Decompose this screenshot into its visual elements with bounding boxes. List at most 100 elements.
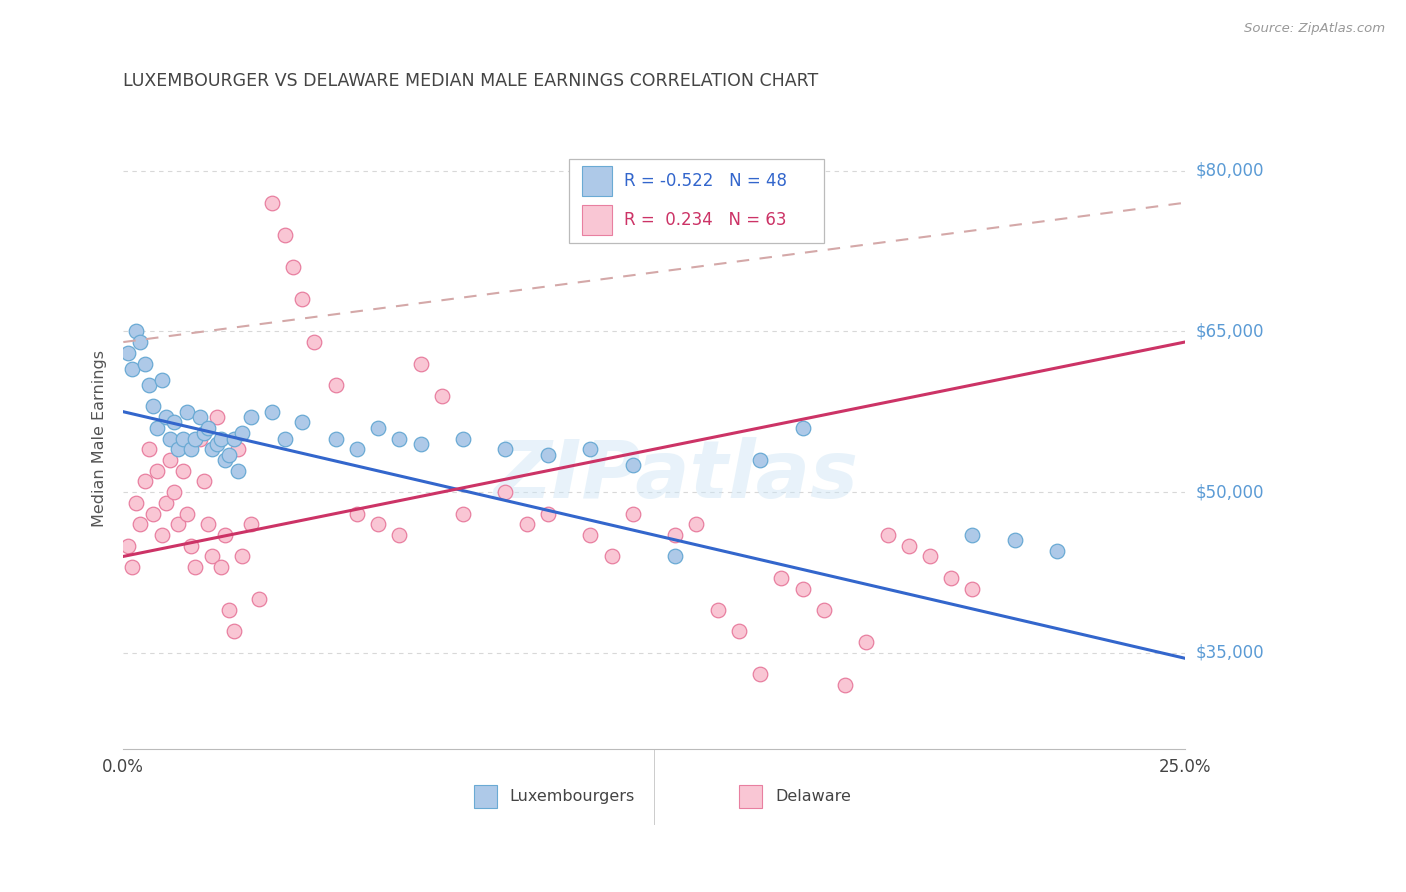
Point — [579, 528, 602, 542]
FancyBboxPatch shape — [740, 785, 762, 808]
Point — [231, 549, 253, 564]
Text: R = -0.522   N = 48: R = -0.522 N = 48 — [624, 172, 787, 190]
Point — [451, 507, 474, 521]
Point — [239, 517, 262, 532]
Point — [346, 507, 368, 521]
Point — [813, 603, 835, 617]
Text: $65,000: $65,000 — [1197, 322, 1264, 341]
Text: Luxembourgers: Luxembourgers — [509, 789, 636, 804]
Point — [163, 485, 186, 500]
Point — [201, 442, 224, 457]
Point — [226, 464, 249, 478]
Point — [855, 635, 877, 649]
Point — [159, 453, 181, 467]
Point — [172, 464, 194, 478]
Point — [150, 373, 173, 387]
Point — [621, 507, 644, 521]
Point — [537, 507, 560, 521]
Point — [516, 517, 538, 532]
Point — [197, 421, 219, 435]
Point — [409, 437, 432, 451]
Text: LUXEMBOURGER VS DELAWARE MEDIAN MALE EARNINGS CORRELATION CHART: LUXEMBOURGER VS DELAWARE MEDIAN MALE EAR… — [124, 72, 818, 90]
Point — [962, 528, 984, 542]
Point — [749, 667, 772, 681]
Point — [537, 448, 560, 462]
FancyBboxPatch shape — [582, 205, 612, 235]
Point — [121, 560, 143, 574]
Point — [388, 528, 411, 542]
Point — [494, 442, 516, 457]
Point — [239, 410, 262, 425]
Text: $35,000: $35,000 — [1197, 644, 1264, 662]
Point — [180, 539, 202, 553]
Point — [184, 560, 207, 574]
Point — [621, 458, 644, 473]
Point — [188, 410, 211, 425]
Point — [134, 475, 156, 489]
Point — [834, 678, 856, 692]
Text: $80,000: $80,000 — [1197, 161, 1264, 179]
Point — [728, 624, 751, 639]
Point — [125, 324, 148, 338]
Point — [579, 442, 602, 457]
Point — [209, 432, 232, 446]
Point — [167, 517, 190, 532]
Point — [121, 362, 143, 376]
Point — [226, 442, 249, 457]
Point — [218, 603, 240, 617]
Point — [941, 571, 963, 585]
FancyBboxPatch shape — [569, 159, 824, 243]
Point — [176, 405, 198, 419]
Point — [962, 582, 984, 596]
Point — [231, 426, 253, 441]
Point — [664, 528, 686, 542]
Point — [155, 410, 177, 425]
Point — [600, 549, 623, 564]
Point — [291, 292, 314, 306]
Point — [770, 571, 793, 585]
Point — [159, 432, 181, 446]
Point — [273, 432, 295, 446]
Point — [260, 195, 283, 210]
Point — [146, 464, 169, 478]
Point — [876, 528, 898, 542]
Point — [749, 453, 772, 467]
Point — [792, 582, 814, 596]
Point — [304, 334, 326, 349]
Point — [430, 389, 453, 403]
Point — [409, 357, 432, 371]
Point — [260, 405, 283, 419]
Point — [388, 432, 411, 446]
Point — [167, 442, 190, 457]
Point — [184, 432, 207, 446]
Point — [180, 442, 202, 457]
Point — [367, 517, 389, 532]
Point — [155, 496, 177, 510]
Point — [125, 496, 148, 510]
Point — [129, 517, 152, 532]
Point — [205, 437, 228, 451]
Point — [172, 432, 194, 446]
Point — [291, 416, 314, 430]
FancyBboxPatch shape — [582, 166, 612, 196]
Point — [664, 549, 686, 564]
Point — [214, 528, 236, 542]
Point — [685, 517, 707, 532]
Y-axis label: Median Male Earnings: Median Male Earnings — [93, 350, 107, 527]
Text: $50,000: $50,000 — [1197, 483, 1264, 501]
Point — [188, 432, 211, 446]
Point — [134, 357, 156, 371]
Text: Source: ZipAtlas.com: Source: ZipAtlas.com — [1244, 22, 1385, 36]
Point — [138, 442, 160, 457]
Point — [1046, 544, 1069, 558]
FancyBboxPatch shape — [474, 785, 496, 808]
Point — [325, 378, 347, 392]
Point — [117, 345, 139, 359]
Point — [209, 560, 232, 574]
Point — [142, 507, 165, 521]
Text: ZIPatlas: ZIPatlas — [492, 437, 858, 515]
Point — [247, 592, 270, 607]
Point — [273, 227, 295, 242]
Point — [222, 624, 245, 639]
Text: R =  0.234   N = 63: R = 0.234 N = 63 — [624, 211, 787, 229]
